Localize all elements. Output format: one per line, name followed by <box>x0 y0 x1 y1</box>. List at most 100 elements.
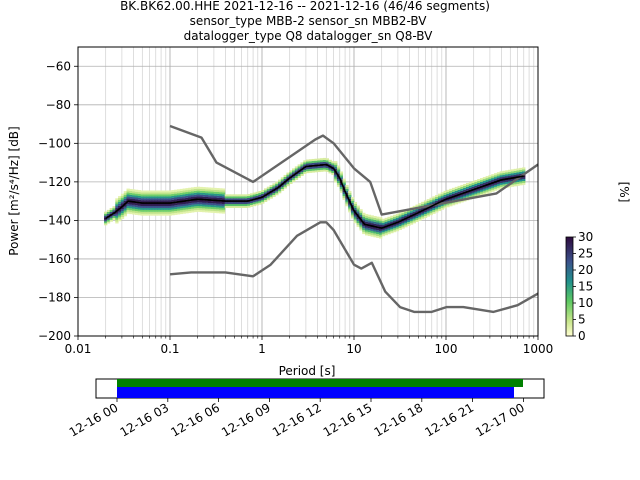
pdf-cell <box>485 189 489 192</box>
pdf-cell <box>126 211 130 214</box>
pdf-cell <box>390 225 394 228</box>
pdf-cell <box>353 215 358 218</box>
pdf-cell <box>227 203 231 207</box>
pdf-cell <box>468 183 473 186</box>
pdf-cell <box>409 220 414 223</box>
pdf-cell <box>191 189 195 192</box>
pdf-cell <box>162 196 167 199</box>
pdf-cell <box>460 184 464 187</box>
pdf-cell <box>193 204 198 207</box>
pdf-cell <box>488 190 492 193</box>
pdf-cell <box>269 192 273 195</box>
pdf-cell <box>188 189 192 192</box>
pdf-cell <box>463 193 467 196</box>
pdf-cell <box>522 171 526 174</box>
pdf-cell <box>104 211 108 214</box>
pdf-cell <box>334 168 338 171</box>
pdf-cell <box>339 186 344 189</box>
pdf-cell <box>286 172 290 175</box>
pdf-cell <box>199 196 203 199</box>
pdf-cell <box>227 198 231 201</box>
pdf-cell <box>401 224 405 227</box>
pdf-cell <box>179 188 184 191</box>
y-tick-label: −100 <box>38 136 71 150</box>
pdf-cell <box>359 224 363 227</box>
pdf-cell <box>238 194 243 197</box>
pdf-cell <box>146 203 150 207</box>
pdf-cell <box>286 180 290 183</box>
pdf-cell <box>496 172 501 175</box>
pdf-cell <box>488 186 492 189</box>
timeline-tick-label: 12-16 06 <box>168 400 222 439</box>
pdf-cell <box>480 187 484 190</box>
pdf-cell <box>154 207 158 210</box>
pdf-cell <box>311 170 315 173</box>
pdf-cell <box>134 208 139 212</box>
pdf-cell <box>235 194 240 197</box>
pdf-cell <box>143 192 147 195</box>
pdf-cell <box>191 206 195 209</box>
pdf-cell <box>286 174 290 177</box>
pdf-cell <box>373 229 377 232</box>
pdf-cell <box>210 195 214 198</box>
pdf-cell <box>140 192 144 195</box>
pdf-cell <box>244 198 248 201</box>
pdf-cell <box>129 192 133 195</box>
pdf-cell <box>491 185 495 188</box>
pdf-cell <box>519 183 523 186</box>
pdf-cell <box>390 219 394 222</box>
pdf-cell <box>146 211 150 214</box>
pdf-cell <box>120 209 125 212</box>
pdf-cell <box>160 213 164 216</box>
pdf-cell <box>505 170 509 173</box>
pdf-cell <box>216 189 220 193</box>
pdf-cell <box>202 189 206 192</box>
pdf-cell <box>233 196 237 199</box>
pdf-cell <box>437 199 442 202</box>
pdf-cell <box>395 225 400 228</box>
pdf-cell <box>263 197 268 201</box>
pdf-cell <box>165 207 170 210</box>
pdf-cell <box>409 216 414 219</box>
pdf-cell <box>185 197 189 200</box>
pdf-cell <box>474 183 478 186</box>
pdf-cell <box>435 204 439 207</box>
pdf-cell <box>129 204 133 207</box>
pdf-cell <box>182 207 186 210</box>
pdf-cell <box>449 202 453 205</box>
pdf-cell <box>314 158 318 161</box>
pdf-cell <box>320 158 324 161</box>
pdf-cell <box>356 219 360 222</box>
pdf-cell <box>376 222 380 225</box>
pdf-cell <box>233 203 237 207</box>
pdf-cell <box>306 161 310 164</box>
pdf-cell <box>460 196 464 199</box>
pdf-cell <box>104 215 108 218</box>
pdf-cell <box>213 191 217 194</box>
grid-lines <box>77 47 539 337</box>
pdf-cell <box>522 175 526 178</box>
pdf-cell <box>393 224 397 227</box>
pdf-cell <box>465 182 470 186</box>
pdf-cell <box>384 217 388 220</box>
pdf-cell <box>151 190 156 193</box>
pdf-cell <box>216 201 220 204</box>
pdf-cell <box>210 191 214 194</box>
pdf-cell <box>308 168 313 171</box>
pdf-cell <box>334 165 338 168</box>
pdf-cell <box>390 231 394 234</box>
pdf-cell <box>162 213 167 216</box>
pdf-cell <box>174 212 178 215</box>
y-tick-label: −60 <box>46 59 71 73</box>
pdf-cell <box>140 203 144 207</box>
pdf-cell <box>261 199 265 202</box>
pdf-cell <box>353 217 358 220</box>
pdf-cell <box>275 185 279 188</box>
pdf-cell <box>216 191 220 194</box>
x-tick-label: 10 <box>346 342 361 356</box>
pdf-cell <box>134 191 139 194</box>
pdf-cell <box>202 208 206 211</box>
pdf-cell <box>129 190 133 193</box>
pdf-cell <box>446 193 450 196</box>
pdf-cell <box>485 187 489 190</box>
